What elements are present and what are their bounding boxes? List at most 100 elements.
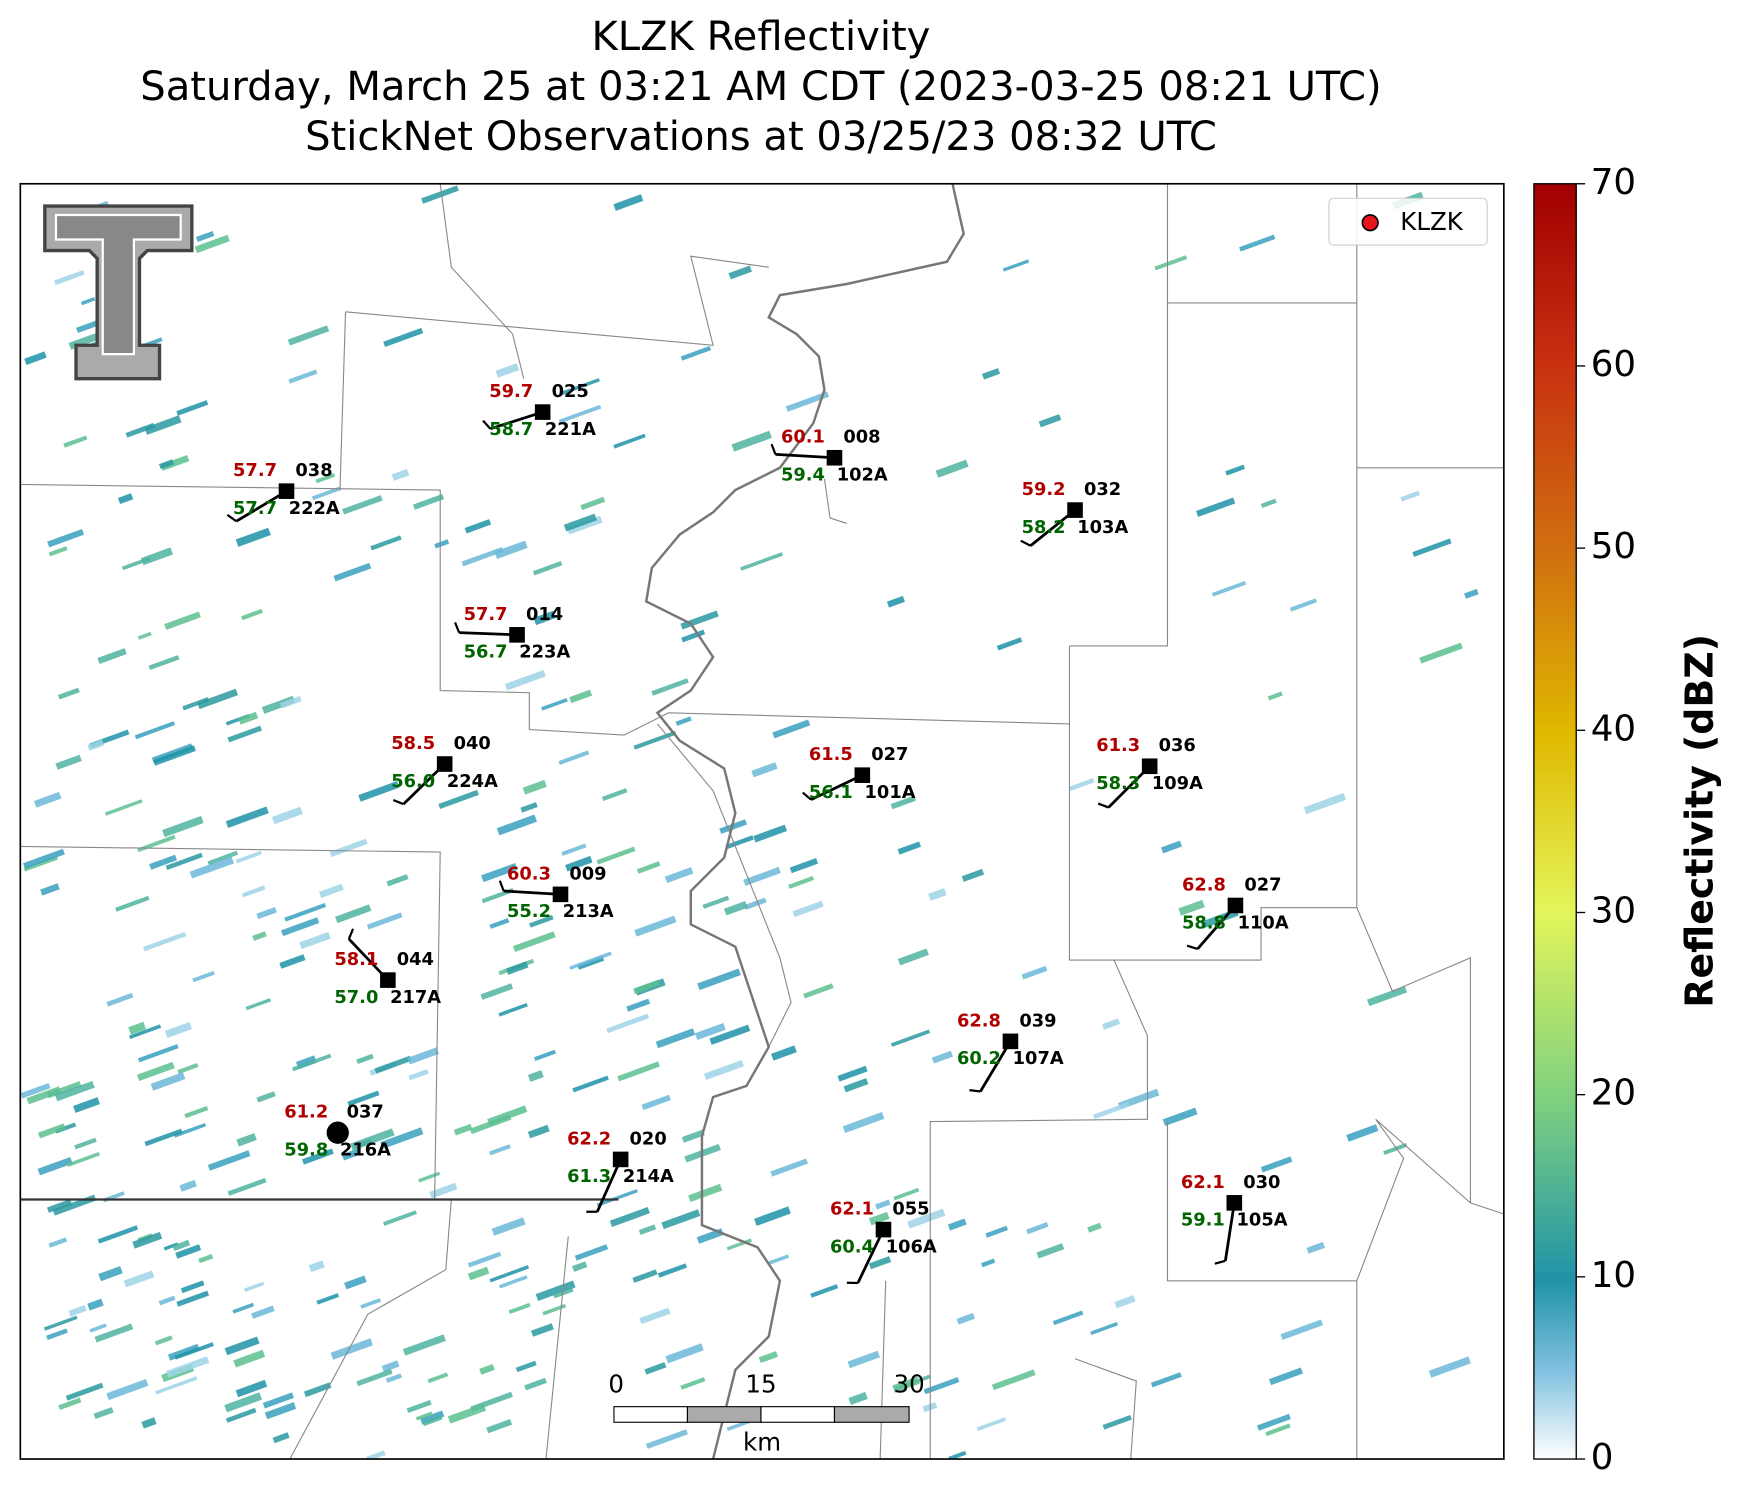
radar-echo xyxy=(164,612,201,630)
title-line: KLZK Reflectivity xyxy=(592,14,931,60)
title-line: Saturday, March 25 at 03:21 AM CDT (2023… xyxy=(140,64,1381,110)
radar-echo xyxy=(176,400,208,416)
logo xyxy=(45,206,192,379)
radar-echo xyxy=(1196,498,1235,517)
radar-echo xyxy=(309,1260,325,1272)
station-marker xyxy=(437,756,453,772)
radar-echo xyxy=(1093,1102,1130,1119)
temperature: 58.1 xyxy=(334,949,378,970)
station-marker xyxy=(1067,502,1083,518)
wind-barb-flag xyxy=(500,881,504,891)
radar-echo xyxy=(1464,589,1479,599)
radar-echo xyxy=(639,1224,656,1234)
radar-echo xyxy=(97,648,126,664)
radar-echo xyxy=(561,844,586,856)
dewpoint: 56.1 xyxy=(809,782,853,803)
radar-echo xyxy=(759,1351,778,1363)
radar-echo xyxy=(413,494,444,510)
radar-echo xyxy=(66,1383,104,1401)
radar-echo xyxy=(1281,1320,1324,1340)
radar-echo xyxy=(256,907,276,919)
wind-gust: 020 xyxy=(630,1128,667,1149)
colorbar-tick-label: 60 xyxy=(1591,344,1636,385)
station-marker xyxy=(1227,1195,1243,1211)
radar-echo xyxy=(356,1369,392,1386)
radar-echo xyxy=(531,1323,554,1337)
temperature: 62.1 xyxy=(830,1199,874,1220)
radar-echo xyxy=(98,1225,138,1243)
temperature: 62.2 xyxy=(567,1128,611,1149)
dewpoint: 58.2 xyxy=(1022,517,1066,538)
radar-echo xyxy=(992,1369,1036,1390)
station-marker xyxy=(1142,758,1158,774)
station-marker xyxy=(279,483,295,499)
radar-echo xyxy=(1401,491,1420,502)
wind-barb-flag xyxy=(772,444,776,454)
radar-echo xyxy=(1114,1295,1135,1308)
radar-echo xyxy=(407,1400,432,1413)
station-id: 109A xyxy=(1152,773,1203,794)
radar-echo xyxy=(572,1076,609,1093)
radar-echo xyxy=(1269,1368,1303,1386)
radar-echo xyxy=(38,1157,73,1175)
station-id: 105A xyxy=(1237,1210,1288,1231)
wind-barb-flag xyxy=(349,929,353,939)
dewpoint: 59.4 xyxy=(781,465,825,486)
radar-echo xyxy=(743,867,781,886)
wind-gust: 040 xyxy=(454,733,491,754)
radar-echo xyxy=(334,563,372,581)
radar-echo xyxy=(470,1114,512,1134)
radar-echo xyxy=(646,1429,688,1449)
radar-echo xyxy=(728,266,751,280)
radar-echo xyxy=(481,983,514,1000)
dewpoint: 58.7 xyxy=(489,419,533,440)
radar-echo xyxy=(226,807,269,828)
wind-barb xyxy=(1225,1203,1234,1261)
radar-echo xyxy=(227,726,262,743)
scale-tick-label: 30 xyxy=(894,1370,925,1399)
radar-echo xyxy=(634,916,676,937)
radar-echo xyxy=(428,1372,449,1383)
radar-echo xyxy=(407,1047,439,1064)
radar-echo xyxy=(572,1261,587,1271)
radar-echo xyxy=(875,1199,890,1209)
radar-echo xyxy=(479,1364,495,1375)
temperature: 60.3 xyxy=(507,863,551,884)
station-id: 213A xyxy=(563,901,614,922)
radar-echo xyxy=(754,1206,791,1226)
wind-gust: 044 xyxy=(397,949,434,970)
radar-echo xyxy=(848,1392,867,1405)
radar-echo xyxy=(792,901,823,917)
radar-echo xyxy=(192,971,215,982)
radar-echo xyxy=(392,469,410,481)
radar-echo xyxy=(236,1133,256,1146)
station-id: 102A xyxy=(837,465,888,486)
radar-echo xyxy=(528,1070,544,1082)
radar-echo xyxy=(105,799,143,815)
radar-echo xyxy=(335,904,371,923)
radar-echo xyxy=(569,690,592,703)
radar-echo xyxy=(236,1380,268,1397)
station-id: 103A xyxy=(1077,517,1128,538)
radar-echo xyxy=(344,1275,367,1289)
radar-echo xyxy=(977,1417,1006,1431)
radar-echo xyxy=(63,435,87,447)
radar-echo xyxy=(438,790,479,809)
radar-echo xyxy=(602,788,628,801)
radar-echo xyxy=(124,1270,155,1287)
radar-echo xyxy=(496,363,520,378)
radar-echo xyxy=(704,1060,744,1080)
radar-echo xyxy=(703,896,730,909)
radar-echo xyxy=(724,901,748,915)
radar-echo xyxy=(887,596,905,608)
radar-echo xyxy=(1306,1242,1325,1254)
radar-echo xyxy=(177,1063,198,1074)
radar-echo xyxy=(106,993,133,1007)
radar-echo xyxy=(528,1125,550,1139)
radar-echo xyxy=(155,1376,197,1394)
